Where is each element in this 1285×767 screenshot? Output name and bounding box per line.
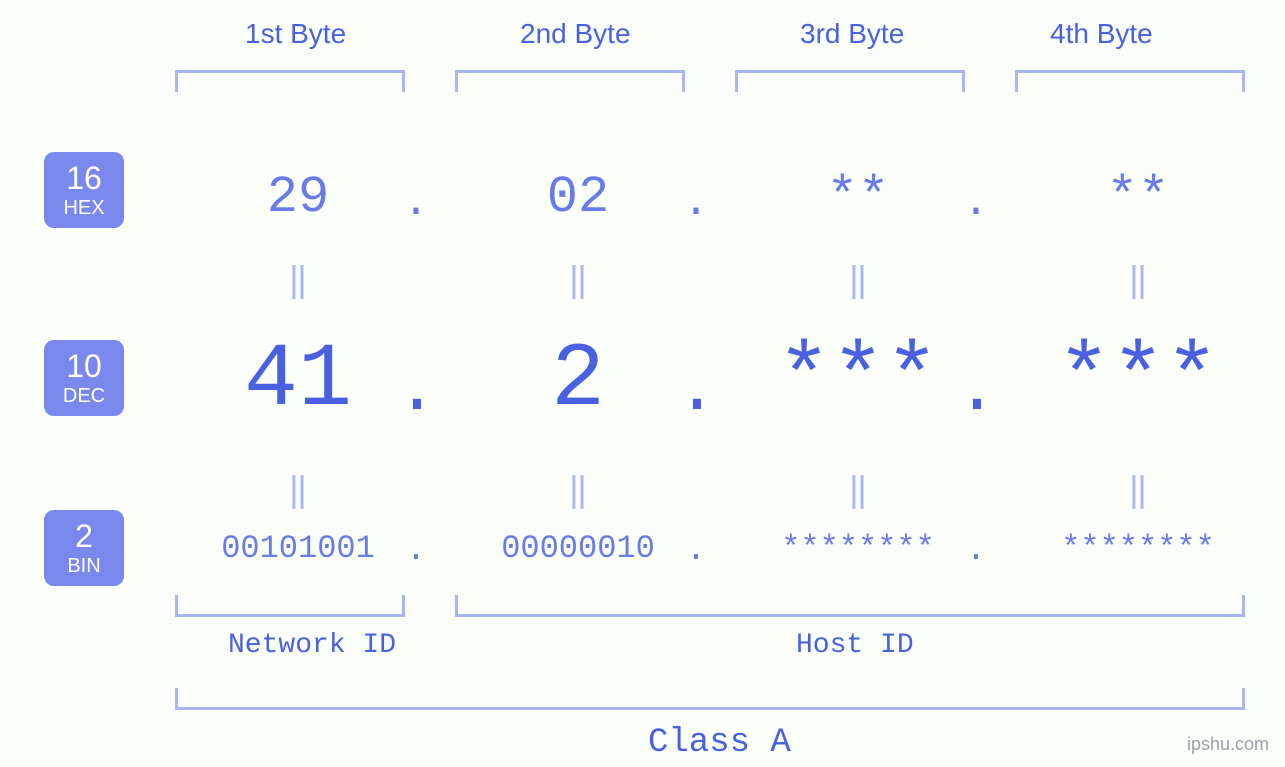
top-bracket-4 — [1015, 70, 1245, 92]
dec-byte-1: 41 — [168, 330, 428, 432]
byte-header-2: 2nd Byte — [520, 18, 631, 50]
hex-dot-3: . — [956, 178, 996, 228]
host-label: Host ID — [796, 630, 914, 661]
hex-dot-2: . — [676, 178, 716, 228]
base-num-bin: 2 — [44, 520, 124, 552]
bin-byte-1: 00101001 — [168, 530, 428, 567]
dec-byte-4: *** — [1008, 330, 1268, 432]
hex-byte-4: ** — [1008, 168, 1268, 227]
hex-byte-2: 02 — [448, 168, 708, 227]
network-label: Network ID — [228, 630, 396, 661]
eq-hex-dec-2: ‖ — [558, 260, 598, 302]
host-bracket — [455, 595, 1245, 617]
hex-byte-1: 29 — [168, 168, 428, 227]
class-bracket — [175, 688, 1245, 710]
top-bracket-3 — [735, 70, 965, 92]
base-lbl-bin: BIN — [44, 554, 124, 578]
base-badge-dec: 10 DEC — [44, 340, 124, 416]
hex-byte-3: ** — [728, 168, 988, 227]
ip-diagram: 1st Byte 2nd Byte 3rd Byte 4th Byte 16 H… — [0, 0, 1285, 767]
byte-header-3: 3rd Byte — [800, 18, 904, 50]
byte-header-1: 1st Byte — [245, 18, 346, 50]
top-bracket-2 — [455, 70, 685, 92]
bin-byte-3: ******** — [728, 530, 988, 567]
class-label: Class A — [648, 724, 791, 762]
bin-dot-3: . — [956, 532, 996, 570]
bin-dot-1: . — [396, 532, 436, 570]
dec-dot-3: . — [956, 352, 996, 431]
base-num-hex: 16 — [44, 162, 124, 194]
eq-dec-bin-2: ‖ — [558, 470, 598, 512]
eq-hex-dec-1: ‖ — [278, 260, 318, 302]
eq-dec-bin-3: ‖ — [838, 470, 878, 512]
bin-byte-2: 00000010 — [448, 530, 708, 567]
hex-dot-1: . — [396, 178, 436, 228]
base-num-dec: 10 — [44, 350, 124, 382]
dec-dot-1: . — [396, 352, 436, 431]
base-badge-bin: 2 BIN — [44, 510, 124, 586]
base-badge-hex: 16 HEX — [44, 152, 124, 228]
base-lbl-hex: HEX — [44, 196, 124, 220]
dec-dot-2: . — [676, 352, 716, 431]
watermark: ipshu.com — [1187, 734, 1269, 755]
eq-dec-bin-1: ‖ — [278, 470, 318, 512]
eq-dec-bin-4: ‖ — [1118, 470, 1158, 512]
eq-hex-dec-4: ‖ — [1118, 260, 1158, 302]
dec-byte-3: *** — [728, 330, 988, 432]
byte-header-4: 4th Byte — [1050, 18, 1153, 50]
dec-byte-2: 2 — [448, 330, 708, 432]
network-bracket — [175, 595, 405, 617]
eq-hex-dec-3: ‖ — [838, 260, 878, 302]
top-bracket-1 — [175, 70, 405, 92]
bin-byte-4: ******** — [1008, 530, 1268, 567]
bin-dot-2: . — [676, 532, 716, 570]
base-lbl-dec: DEC — [44, 384, 124, 408]
